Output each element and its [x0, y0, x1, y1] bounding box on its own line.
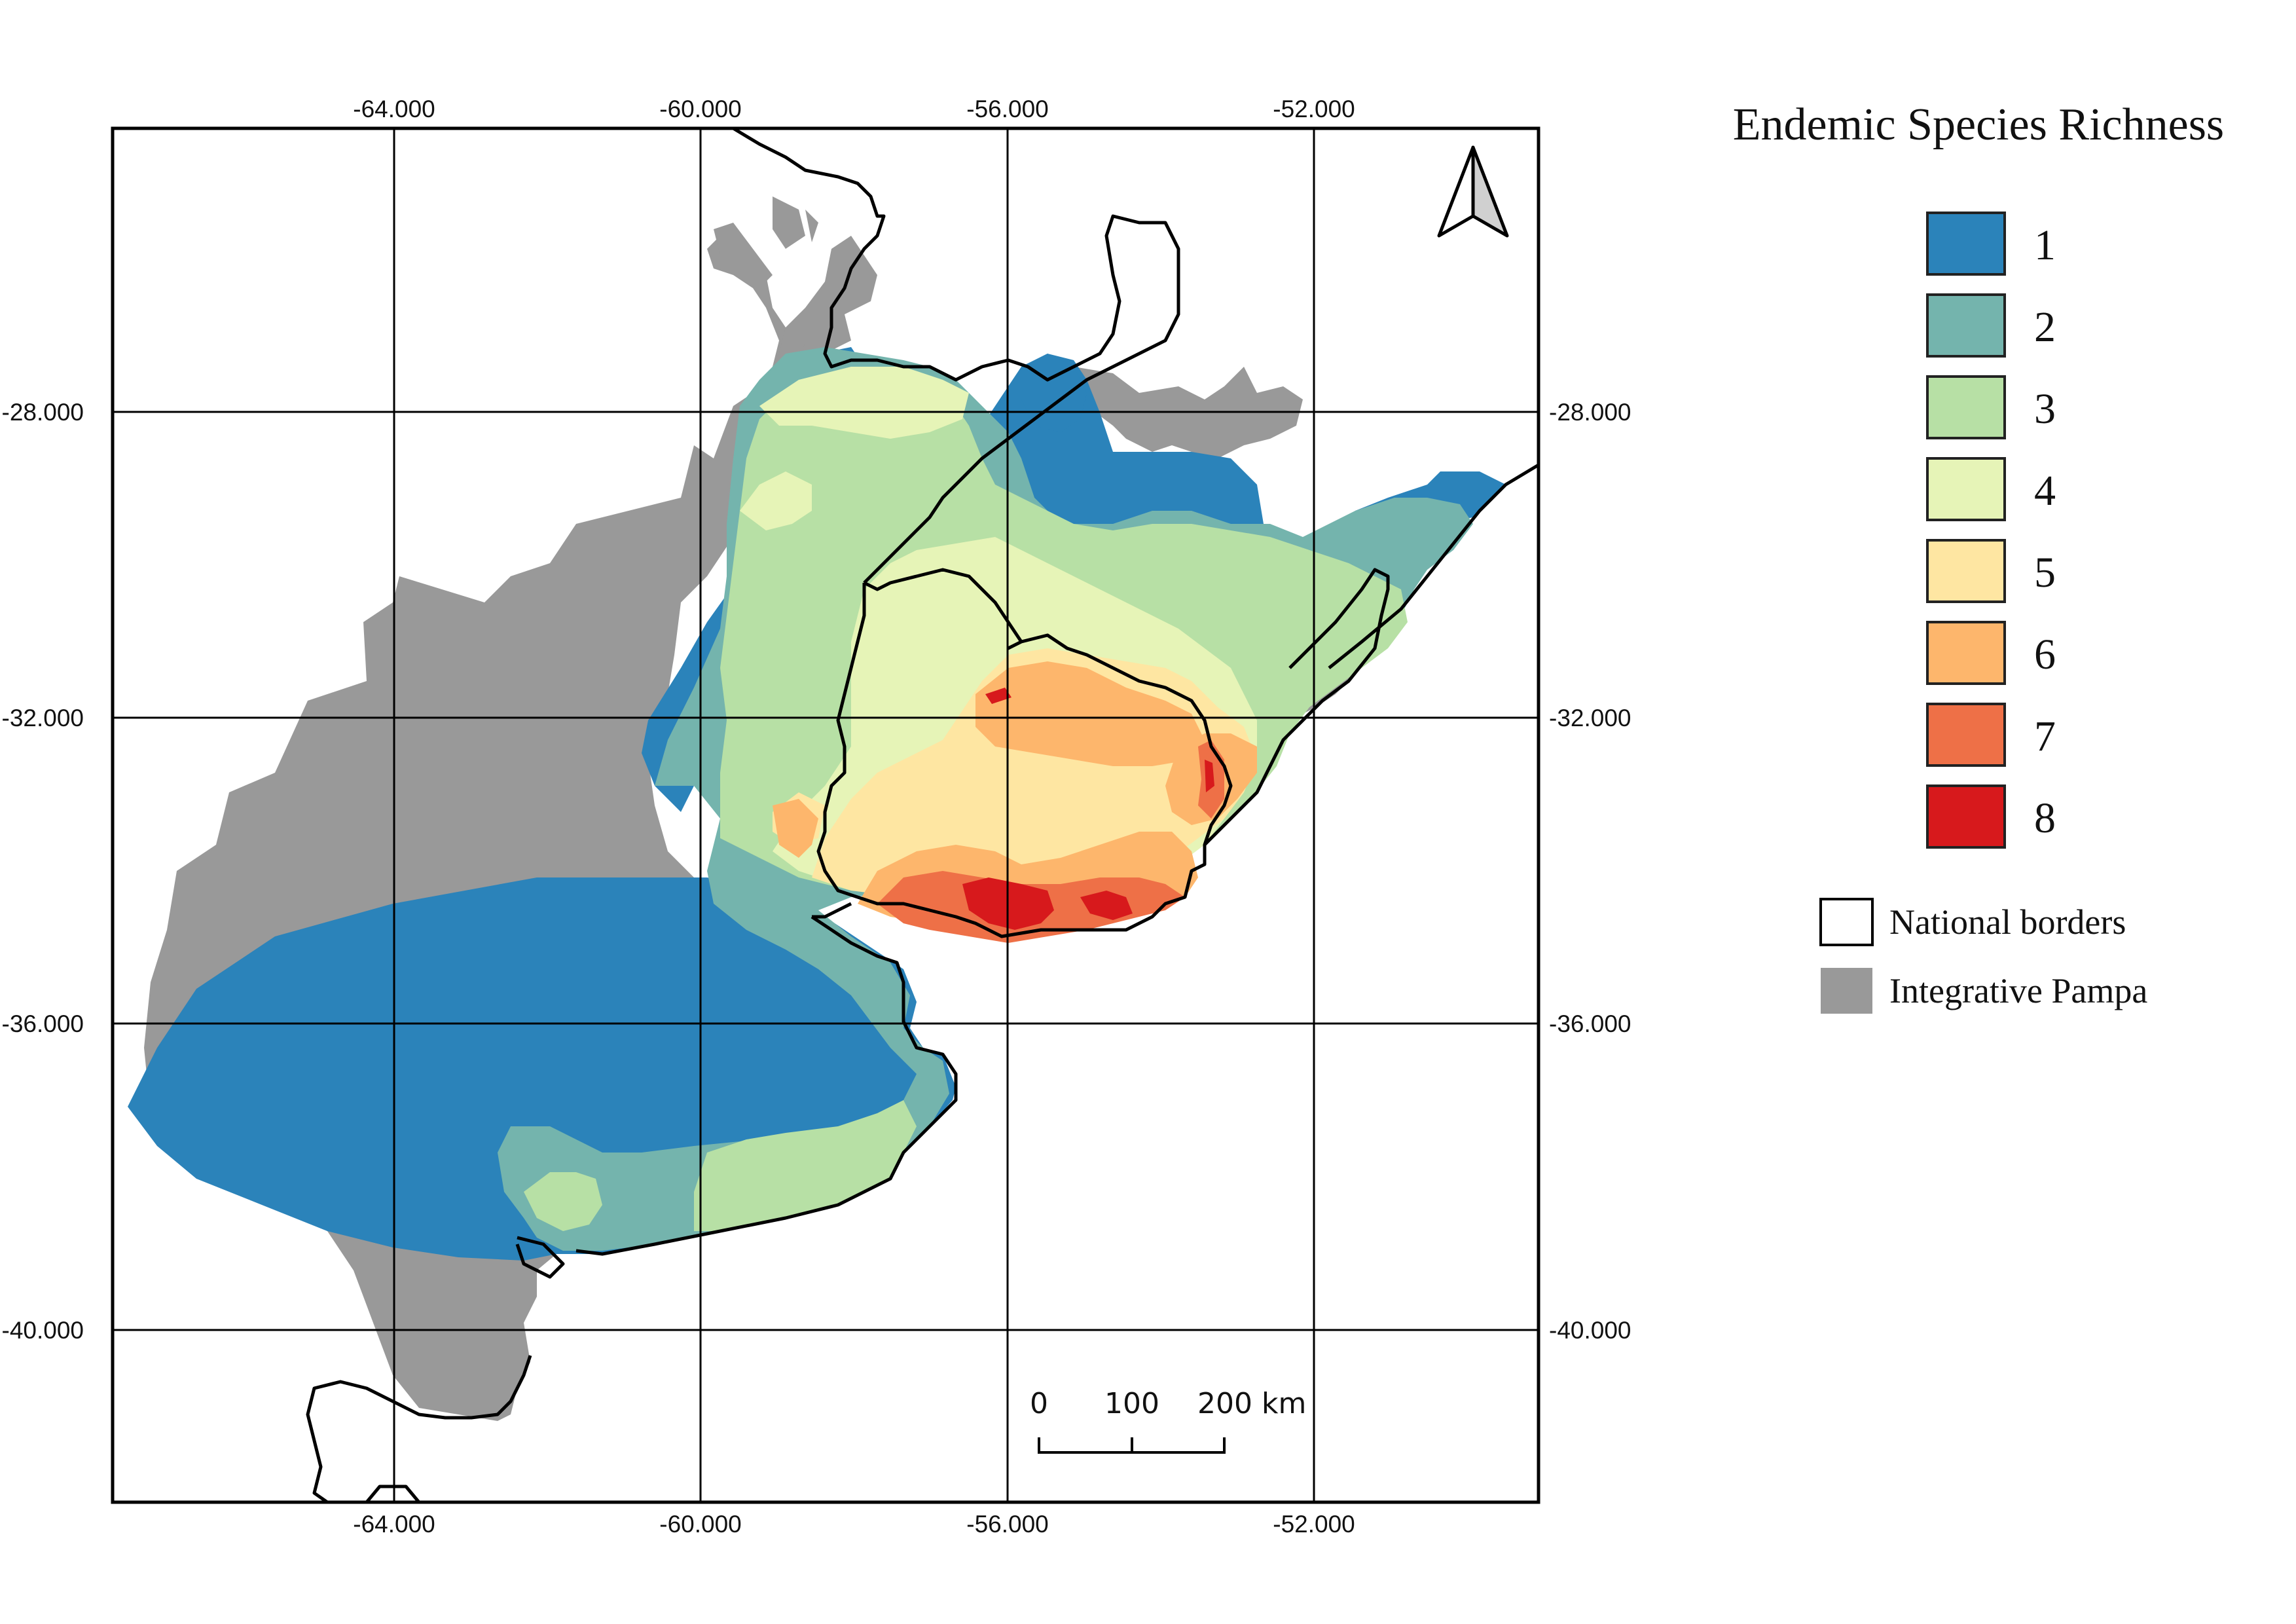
legend-swatch-class-3: [1926, 375, 2006, 439]
legend-label-class-8: 8: [2034, 794, 2056, 842]
lat-label-right: -36.000: [1549, 1010, 1631, 1037]
lon-label-top: -56.000: [966, 96, 1049, 122]
lon-label-top: -60.000: [659, 96, 742, 122]
lat-label-left: -28.000: [2, 399, 84, 426]
bottom-lon-labels: -64.000 -60.000 -56.000 -52.000: [353, 1511, 1355, 1538]
lat-label-right: -32.000: [1549, 705, 1631, 731]
lat-label-left: -32.000: [2, 705, 84, 731]
legend-label-class-4: 4: [2034, 467, 2056, 515]
scale-label-0: 0: [1030, 1387, 1048, 1420]
map-frame: [111, 126, 1540, 1504]
legend-swatch-class-8: [1926, 784, 2006, 849]
legend-label-class-5: 5: [2034, 549, 2056, 597]
national-borders: [306, 128, 1539, 1502]
legend-swatch-class-1: [1926, 212, 2006, 276]
lat-label-left: -36.000: [2, 1010, 84, 1037]
lon-label-top: -64.000: [353, 96, 435, 122]
legend-label-national-borders: National borders: [1889, 902, 2126, 942]
lon-label-bottom: -56.000: [966, 1511, 1049, 1538]
legend-label-class-3: 3: [2034, 385, 2056, 433]
lat-label-right: -40.000: [1549, 1317, 1631, 1344]
right-lat-labels: -28.000 -32.000 -36.000 -40.000: [1549, 399, 1631, 1344]
lon-label-bottom: -52.000: [1273, 1511, 1355, 1538]
top-lon-labels: -64.000 -60.000 -56.000 -52.000: [353, 96, 1355, 122]
graticule: [113, 128, 1539, 1502]
legend-swatch-national-borders: [1819, 898, 1874, 946]
scale-label-100: 100: [1104, 1387, 1159, 1420]
map-content: 0 100 200 km: [113, 128, 1539, 1502]
legend-label-class-6: 6: [2034, 631, 2056, 678]
left-lat-labels: -28.000 -32.000 -36.000 -40.000: [2, 399, 84, 1344]
legend-label-class-2: 2: [2034, 303, 2056, 351]
lon-label-bottom: -60.000: [659, 1511, 742, 1538]
legend: Endemic Species Richness 1 2 3 4 5 6 7 8 Nation…: [1733, 100, 2224, 1014]
lon-label-bottom: -64.000: [353, 1511, 435, 1538]
lon-label-top: -52.000: [1273, 96, 1355, 122]
scale-bar: 0 100 200 km: [1030, 1387, 1306, 1454]
lat-label-right: -28.000: [1549, 399, 1631, 426]
scale-label-200: 200 km: [1197, 1387, 1306, 1420]
legend-swatch-class-6: [1926, 621, 2006, 685]
lat-label-left: -40.000: [2, 1317, 84, 1344]
legend-swatch-class-4: [1926, 457, 2006, 521]
legend-label-class-1: 1: [2034, 221, 2056, 269]
legend-label-class-7: 7: [2034, 712, 2056, 760]
legend-title: Endemic Species Richness: [1733, 100, 2224, 150]
legend-classes: 1 2 3 4 5 6 7 8: [1926, 212, 2056, 849]
legend-swatch-class-2: [1926, 293, 2006, 358]
north-arrow-icon: [1437, 145, 1509, 238]
legend-swatch-integrative-pampa: [1821, 968, 1872, 1014]
legend-label-integrative-pampa: Integrative Pampa: [1889, 971, 2147, 1010]
legend-swatch-class-7: [1926, 703, 2006, 767]
legend-swatch-class-5: [1926, 539, 2006, 603]
